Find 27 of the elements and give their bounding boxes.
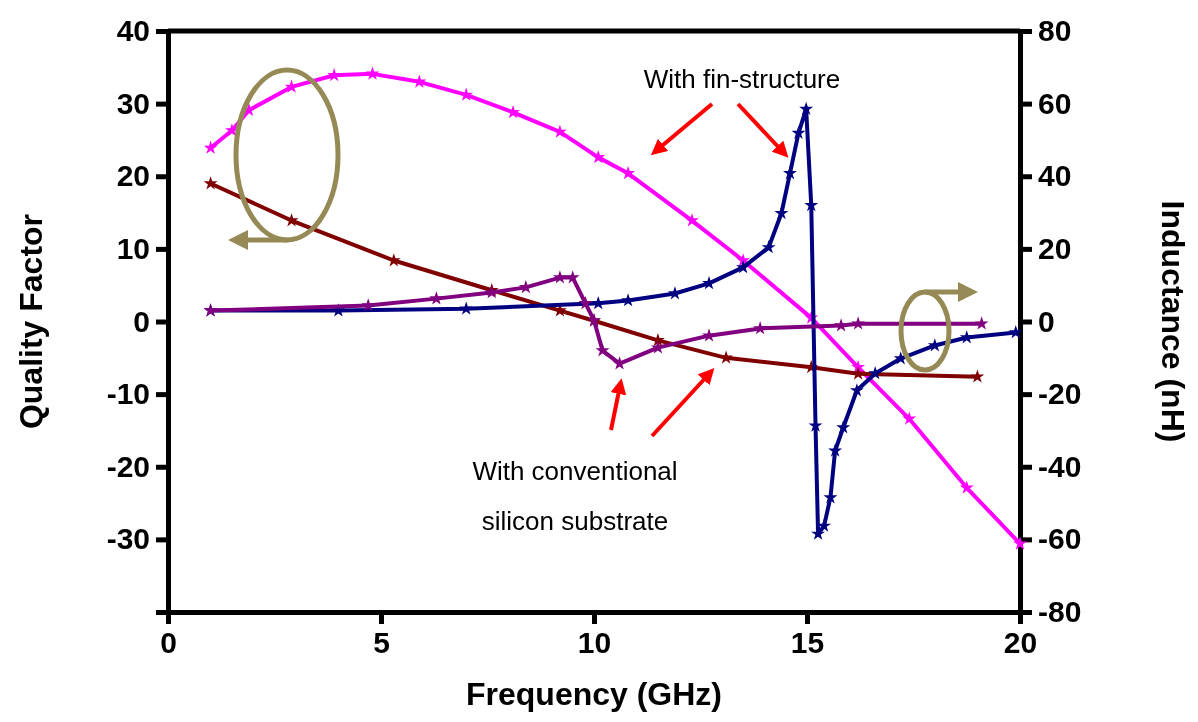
y-tick-label: 10: [116, 231, 150, 265]
y-tick-label: -20: [106, 449, 150, 483]
y2-tick-label: 0: [1038, 304, 1055, 338]
annotation: With conventional silicon substrate: [472, 456, 678, 536]
x-tick-label: 20: [1003, 626, 1038, 660]
y2-tick-label: -20: [1038, 377, 1082, 411]
y2-tick-label: 20: [1038, 231, 1072, 265]
x-tick-label: 5: [373, 626, 390, 660]
y-tick-label: 40: [116, 14, 150, 48]
annotation: With fin-structure: [643, 64, 841, 94]
y-tick-label: 30: [116, 86, 150, 120]
x-tick-label: 15: [790, 626, 825, 660]
y-axis-title: Quality Factor: [13, 213, 49, 430]
y-tick-label: -30: [106, 522, 150, 556]
y2-tick-label: -80: [1038, 595, 1082, 629]
y-tick-label: -10: [106, 377, 150, 411]
y-tick-label: 0: [133, 304, 150, 338]
y2-axis-title: Inductance (nH): [1155, 200, 1191, 443]
x-tick-label: 0: [160, 626, 177, 660]
y2-tick-label: 60: [1038, 86, 1072, 120]
y2-tick-label: 80: [1038, 14, 1072, 48]
y2-tick-label: -60: [1038, 522, 1082, 556]
y2-tick-label: 40: [1038, 159, 1072, 193]
x-axis-title: Frequency (GHz): [465, 676, 723, 712]
y2-tick-label: -40: [1038, 449, 1082, 483]
x-tick-label: 10: [577, 626, 612, 660]
y-tick-label: 20: [116, 159, 150, 193]
